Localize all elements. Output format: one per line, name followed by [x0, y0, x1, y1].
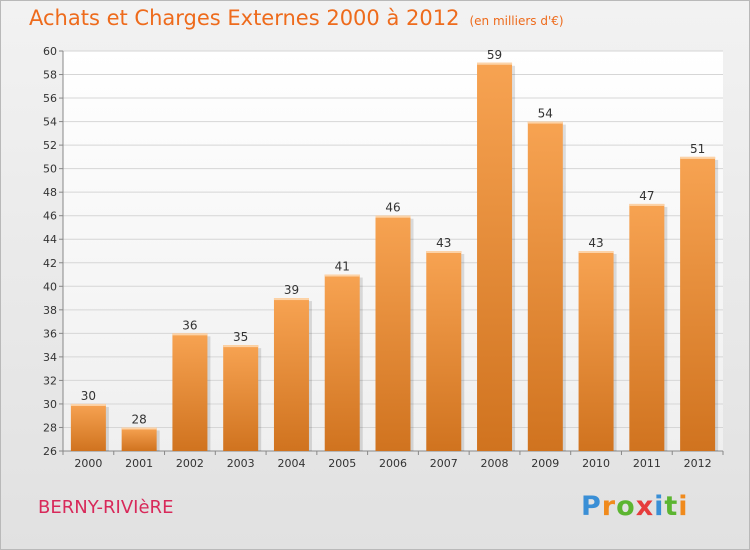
bar-2003	[223, 345, 259, 451]
x-tick-label: 2008	[481, 457, 509, 470]
bar-highlight	[223, 345, 259, 348]
bar-highlight	[680, 156, 716, 159]
bar-2005	[324, 274, 360, 451]
y-tick-label: 34	[43, 351, 57, 364]
logo-letter: i	[654, 491, 665, 522]
logo-letter: o	[616, 491, 636, 522]
y-tick-label: 40	[43, 280, 57, 293]
y-tick-label: 58	[43, 69, 57, 82]
bar-highlight	[527, 121, 563, 124]
x-tick-label: 2001	[125, 457, 153, 470]
x-tick-label: 2007	[430, 457, 458, 470]
y-tick-label: 60	[43, 45, 57, 58]
x-tick-label: 2011	[633, 457, 661, 470]
title-text: Achats et Charges Externes 2000 à 2012	[29, 6, 460, 30]
value-label: 39	[284, 283, 299, 297]
bar-2012	[680, 156, 716, 451]
bar-2009	[527, 121, 563, 452]
y-tick-label: 38	[43, 304, 57, 317]
y-tick-label: 42	[43, 257, 57, 270]
logo-letter: x	[635, 491, 655, 522]
bar-2001	[121, 427, 157, 451]
x-tick-label: 2000	[74, 457, 102, 470]
x-tick-label: 2006	[379, 457, 407, 470]
value-label: 47	[639, 189, 654, 203]
y-tick-label: 26	[43, 445, 57, 458]
y-tick-label: 56	[43, 92, 57, 105]
bar-highlight	[629, 203, 665, 206]
bar-highlight	[324, 274, 360, 277]
y-tick-label: 54	[43, 116, 57, 129]
bar-2007	[426, 251, 462, 451]
y-tick-label: 32	[43, 374, 57, 387]
y-axis: 26 28 30 32 34 36 38 40 42 44 46 48 50 52 54 56 58 60	[43, 45, 64, 458]
x-tick-label: 2003	[227, 457, 255, 470]
bar-2000	[70, 403, 106, 451]
value-label: 59	[487, 48, 502, 62]
bar-2008	[477, 62, 513, 451]
bar-highlight	[375, 215, 411, 218]
x-tick-label: 2009	[531, 457, 559, 470]
value-label: 41	[335, 260, 350, 274]
bar-2004	[273, 298, 309, 451]
value-label: 35	[233, 330, 248, 344]
x-tick-label: 2005	[328, 457, 356, 470]
value-label: 54	[538, 107, 553, 121]
logo-letter: t	[664, 491, 679, 522]
bar-highlight	[578, 251, 614, 253]
bar-highlight	[121, 427, 157, 430]
y-tick-label: 48	[43, 186, 57, 199]
value-label: 43	[436, 236, 451, 250]
value-label: 30	[81, 389, 96, 403]
value-label: 51	[690, 142, 705, 156]
bar-2011	[629, 203, 665, 451]
bars	[70, 62, 719, 452]
y-tick-label: 50	[43, 163, 57, 176]
x-tick-label: 2010	[582, 457, 610, 470]
bar-highlight	[172, 333, 208, 336]
bar-highlight	[70, 403, 106, 406]
value-labels: 30 28 36 35 39 41 46 43 59 54 43 47 51	[81, 48, 706, 427]
location-name: BERNY-RIVIèRE	[38, 497, 174, 518]
unit-label: (en milliers d'€)	[469, 14, 564, 28]
x-tick-label: 2012	[684, 457, 712, 470]
logo-letter: r	[601, 491, 617, 522]
bar-highlight	[273, 298, 309, 301]
chart-title: Achats et Charges Externes 2000 à 2012 (e…	[29, 6, 564, 30]
y-tick-label: 44	[43, 233, 57, 246]
x-tick-label: 2004	[277, 457, 305, 470]
logo-letter: i	[678, 491, 689, 522]
proxiti-logo: Proxiti	[581, 491, 689, 522]
y-tick-label: 52	[43, 139, 57, 152]
x-tick-label: 2002	[176, 457, 204, 470]
bar-highlight	[477, 62, 513, 65]
value-label: 28	[132, 412, 147, 426]
bar-highlight	[426, 251, 462, 253]
bar-2010	[578, 251, 614, 451]
y-tick-label: 46	[43, 210, 57, 223]
y-tick-label: 28	[43, 421, 57, 434]
bar-2002	[172, 333, 208, 451]
y-tick-label: 30	[43, 398, 57, 411]
value-label: 36	[182, 318, 197, 332]
x-axis: 2000 2001 2002 2003 2004 2005 2006 2007 2008 2009…	[62, 450, 724, 470]
logo-letter: P	[581, 491, 602, 522]
value-label: 46	[385, 201, 400, 215]
value-label: 43	[588, 236, 603, 250]
bar-2006	[375, 215, 411, 451]
y-tick-label: 36	[43, 327, 57, 340]
